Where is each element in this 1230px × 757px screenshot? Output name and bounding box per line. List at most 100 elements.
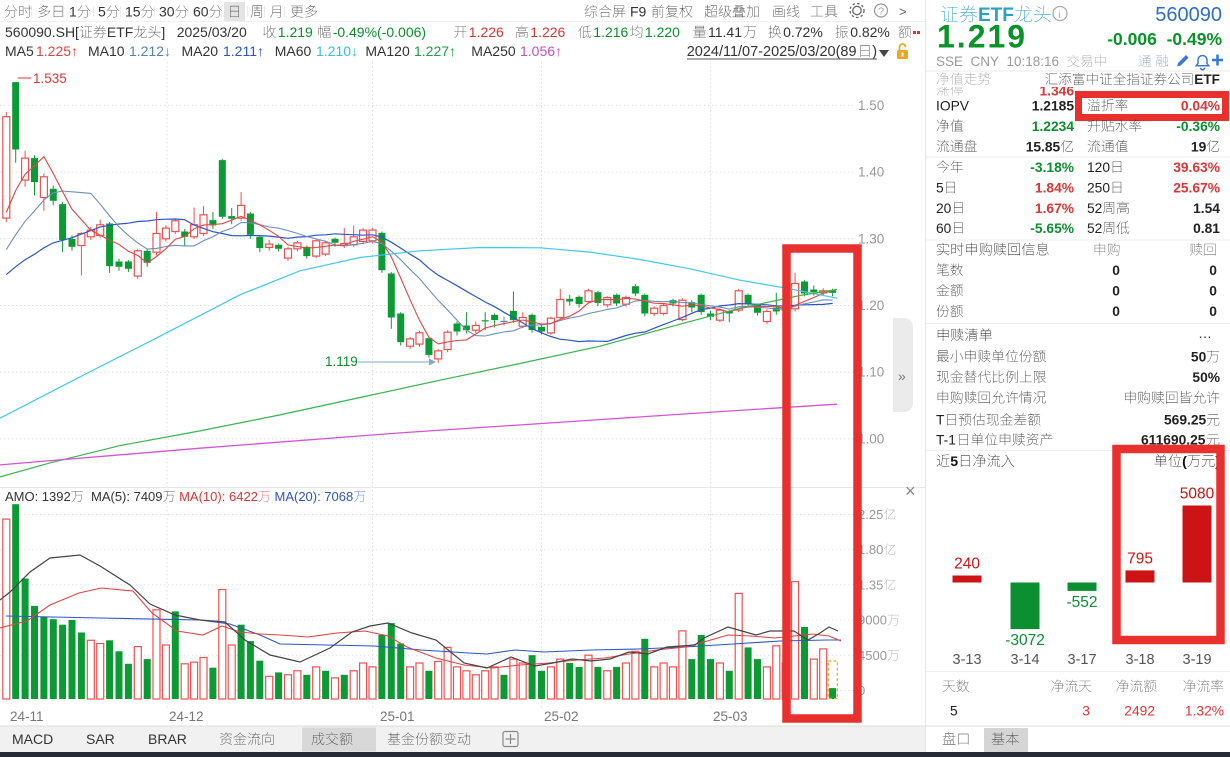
svg-text:3-19: 3-19 — [1183, 652, 1212, 668]
svg-text:MA(10):: MA(10): — [179, 489, 225, 504]
svg-text:1: 1 — [69, 4, 77, 20]
svg-text:1.84%: 1.84% — [1035, 180, 1074, 195]
svg-text:30: 30 — [159, 4, 175, 20]
svg-text:BRAR: BRAR — [148, 731, 187, 747]
svg-text:×: × — [905, 481, 916, 501]
svg-text:5080: 5080 — [1180, 486, 1215, 503]
svg-text:25.67%: 25.67% — [1173, 180, 1220, 195]
svg-text:20: 20 — [936, 201, 952, 216]
svg-text:9000: 9000 — [858, 613, 887, 628]
svg-text:MACD: MACD — [12, 731, 53, 747]
svg-text:3-18: 3-18 — [1126, 652, 1155, 668]
svg-text:]: ] — [161, 24, 165, 40]
svg-text:1.346: 1.346 — [1040, 84, 1075, 99]
svg-text:15.85: 15.85 — [1026, 139, 1061, 154]
svg-text:1.211↑: 1.211↑ — [223, 43, 264, 59]
svg-text:5: 5 — [950, 704, 958, 719]
svg-text:52: 52 — [1087, 201, 1102, 216]
svg-text:1.32%: 1.32% — [1185, 704, 1224, 719]
svg-text:1.67%: 1.67% — [1035, 201, 1074, 216]
svg-text:ETF: ETF — [978, 5, 1014, 26]
svg-text:T-1: T-1 — [936, 433, 956, 448]
svg-text:1.20: 1.20 — [858, 298, 884, 313]
svg-text:7068: 7068 — [324, 489, 353, 504]
svg-text:-552: -552 — [1067, 594, 1098, 611]
svg-text:24-12: 24-12 — [169, 709, 204, 724]
svg-text:…: … — [1198, 325, 1212, 341]
svg-text:MA250: MA250 — [471, 43, 516, 59]
svg-text:MA(20):: MA(20): — [275, 489, 321, 504]
svg-text:560090.SH[: 560090.SH[ — [5, 24, 79, 40]
svg-text:0.04%: 0.04% — [1181, 98, 1220, 113]
svg-text:MA60: MA60 — [275, 43, 312, 59]
svg-text:569.25: 569.25 — [1164, 413, 1207, 428]
svg-text:7409: 7409 — [134, 489, 163, 504]
svg-text:2.25: 2.25 — [858, 507, 883, 522]
svg-text:0: 0 — [1209, 263, 1217, 278]
svg-text:ETF: ETF — [1194, 72, 1220, 87]
svg-text:24-11: 24-11 — [10, 709, 44, 724]
svg-text:50: 50 — [1191, 349, 1207, 364]
svg-text:50%: 50% — [1192, 370, 1220, 385]
svg-text:52: 52 — [1087, 221, 1102, 236]
svg-text:5: 5 — [950, 454, 958, 470]
svg-text:1.10: 1.10 — [858, 365, 884, 380]
svg-text:(: ( — [1182, 454, 1187, 470]
svg-text:1.80: 1.80 — [858, 542, 883, 557]
svg-text:?: ? — [878, 6, 884, 18]
svg-text:>: > — [899, 4, 907, 19]
svg-text:»: » — [898, 368, 906, 384]
svg-text:-3.18%: -3.18% — [1030, 160, 1074, 175]
svg-text:250: 250 — [1087, 180, 1110, 195]
svg-text:1.227↑: 1.227↑ — [414, 43, 456, 59]
svg-text:MA120: MA120 — [365, 43, 410, 59]
svg-text:0.82%: 0.82% — [850, 24, 890, 40]
svg-text:1.40: 1.40 — [858, 165, 884, 180]
svg-text:MA20: MA20 — [182, 43, 219, 59]
svg-text:0: 0 — [1209, 283, 1217, 298]
svg-text:1.2185: 1.2185 — [1032, 98, 1075, 113]
svg-text:2024/11/07-2025/03/20(89: 2024/11/07-2025/03/20(89 — [687, 44, 857, 60]
svg-text:F9: F9 — [630, 4, 647, 20]
svg-text:i: i — [1058, 10, 1060, 21]
svg-text:1.54: 1.54 — [1193, 201, 1220, 216]
svg-text:1.30: 1.30 — [858, 231, 884, 246]
svg-text:1.219: 1.219 — [937, 19, 1027, 55]
svg-text:0: 0 — [1112, 283, 1120, 298]
svg-text:0.72%: 0.72% — [783, 24, 823, 40]
svg-text:1.216: 1.216 — [593, 24, 628, 40]
svg-text:1.212↓: 1.212↓ — [129, 43, 171, 59]
svg-text:11.41: 11.41 — [708, 24, 742, 40]
svg-text:1.226: 1.226 — [530, 24, 565, 40]
svg-text:1.220: 1.220 — [645, 24, 680, 40]
svg-text:1.535: 1.535 — [33, 71, 67, 86]
svg-text:-0.36%: -0.36% — [1176, 119, 1220, 134]
svg-text:AMO:: AMO: — [5, 489, 38, 504]
svg-text:SSE: SSE — [936, 54, 963, 69]
svg-text:-0.49%(-0.006): -0.49%(-0.006) — [333, 24, 426, 40]
svg-text:1.2234: 1.2234 — [1032, 119, 1075, 134]
svg-text:-0.006: -0.006 — [1107, 29, 1157, 49]
svg-text:3-17: 3-17 — [1068, 652, 1097, 668]
svg-text:-5.65%: -5.65% — [1030, 221, 1074, 236]
svg-text:560090: 560090 — [1155, 4, 1222, 26]
svg-text:3-14: 3-14 — [1011, 652, 1040, 668]
svg-text:3-13: 3-13 — [953, 652, 982, 668]
svg-text:1.35: 1.35 — [858, 577, 883, 592]
svg-text:120: 120 — [1087, 160, 1110, 175]
svg-text:1.210↓: 1.210↓ — [316, 43, 358, 59]
svg-text:1.226: 1.226 — [469, 24, 504, 40]
svg-text:5: 5 — [98, 4, 106, 20]
svg-text:2492: 2492 — [1124, 704, 1155, 719]
svg-text:1392: 1392 — [42, 489, 71, 504]
svg-text:ETF: ETF — [107, 24, 133, 40]
svg-text:MA(5):: MA(5): — [91, 489, 130, 504]
svg-text:MA10: MA10 — [88, 43, 125, 59]
svg-text:15: 15 — [125, 4, 141, 20]
svg-text:25-03: 25-03 — [713, 709, 748, 724]
svg-text:10:18:16: 10:18:16 — [1007, 54, 1060, 69]
svg-text:240: 240 — [954, 556, 980, 573]
svg-text:SAR: SAR — [86, 731, 115, 747]
svg-text:-0.49%: -0.49% — [1167, 29, 1223, 49]
svg-text:1.219: 1.219 — [278, 24, 313, 40]
